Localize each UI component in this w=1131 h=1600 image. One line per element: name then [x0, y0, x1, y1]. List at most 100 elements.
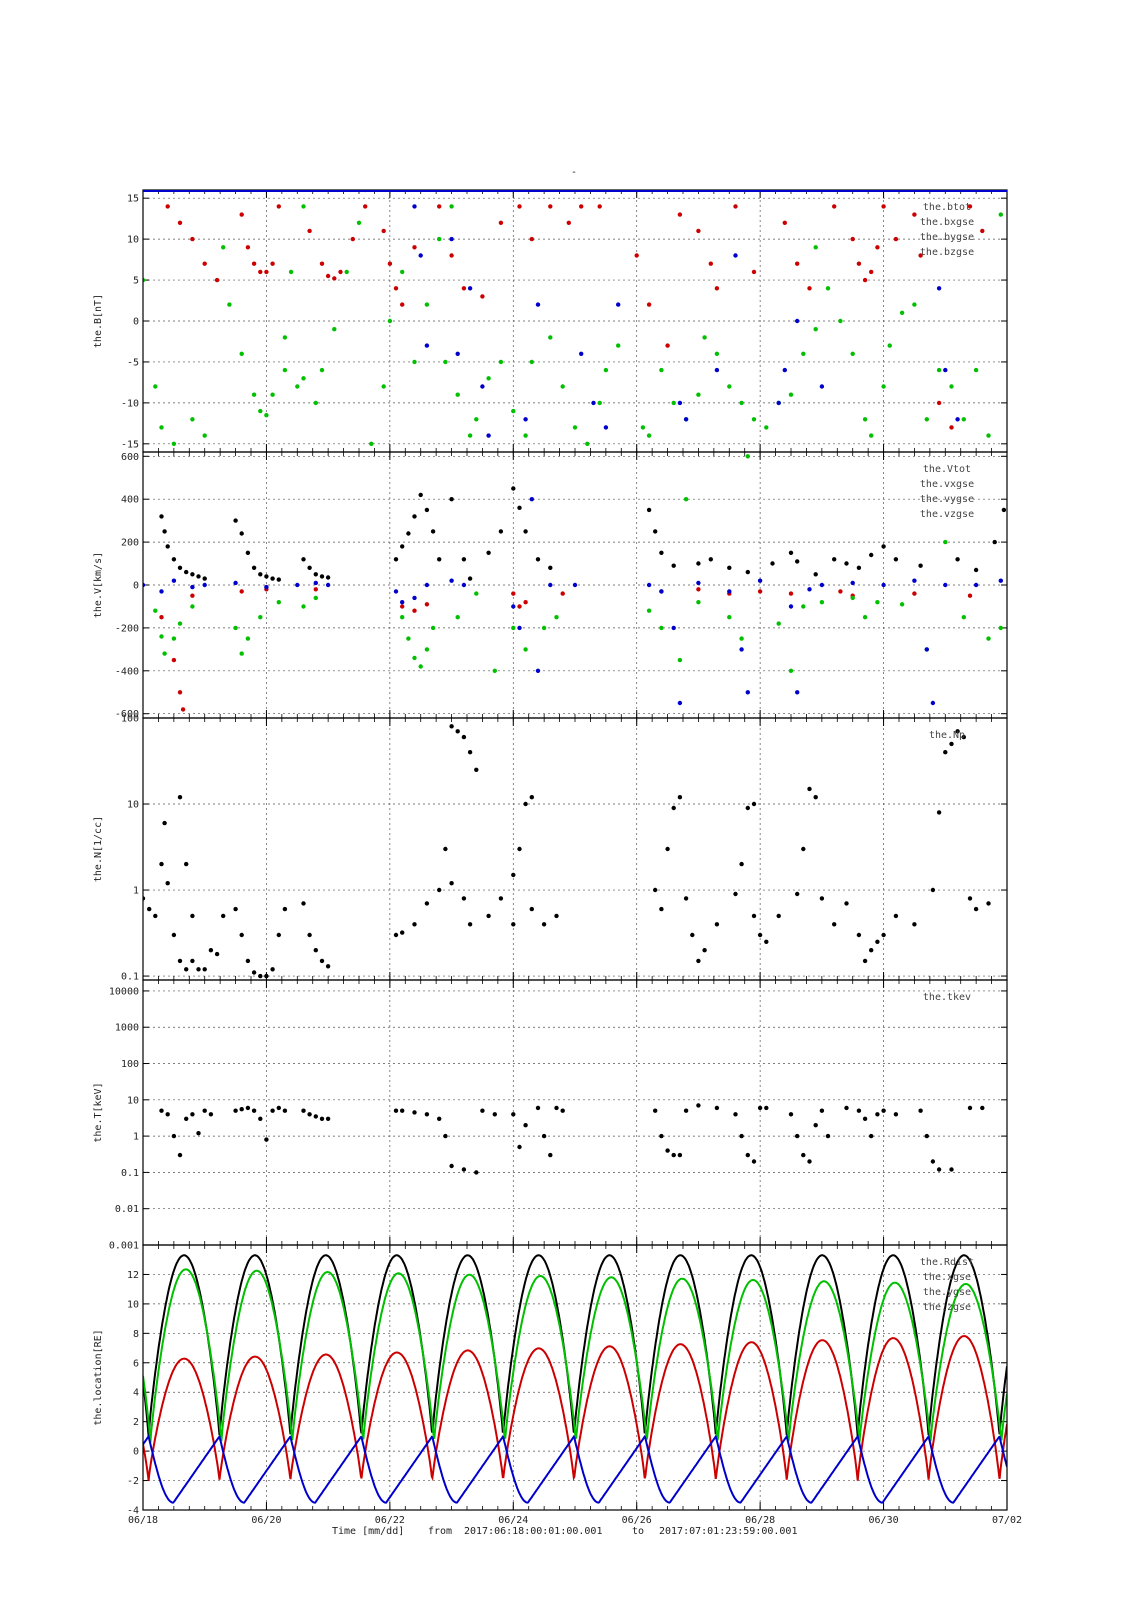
- data-point-the-vzgse: [264, 584, 269, 590]
- data-point-the-vzgse: [727, 589, 732, 594]
- data-point-the-Vtot: [795, 559, 800, 564]
- data-point-the-Vtot: [511, 486, 516, 491]
- plot-title: -: [571, 167, 577, 178]
- ytick-label: 100: [121, 1059, 139, 1070]
- data-point-the-Vtot: [430, 529, 436, 534]
- data-point-the-Vtot: [467, 576, 473, 581]
- data-point-the-Vtot: [955, 557, 960, 562]
- data-point-the-Vtot: [270, 576, 275, 581]
- data-point-the-vxgse: [424, 602, 430, 607]
- data-point-the-bygse: [443, 359, 448, 365]
- data-point-the-Np: [251, 970, 257, 975]
- range-prefix: from: [428, 1526, 452, 1537]
- xtick-label: 07/02: [992, 1515, 1022, 1526]
- data-point-the-bxgse: [251, 261, 257, 266]
- data-point-the-bxgse: [325, 273, 331, 279]
- data-point-the-vzgse: [943, 582, 948, 588]
- data-point-the-Vtot: [856, 565, 862, 570]
- data-point-the-vygse: [943, 539, 948, 545]
- data-point-the-bygse: [887, 343, 892, 348]
- data-point-the-vygse: [301, 604, 306, 609]
- data-point-the-bxgse: [733, 204, 738, 209]
- data-point-the-tkev: [733, 1112, 738, 1117]
- data-point-the-Np: [461, 734, 467, 740]
- ytick-label: 10: [127, 1095, 139, 1106]
- ytick-label: 0.001: [109, 1241, 139, 1252]
- xtick-label: 06/20: [251, 1515, 281, 1526]
- data-point-the-Np: [319, 958, 325, 964]
- data-point-the-vygse: [159, 634, 164, 639]
- panel-V: 600 400 200 0 -200 -400 -600 the.V[km/s] the.Vto…: [93, 451, 1008, 720]
- data-point-the-vygse: [418, 664, 423, 669]
- ytick-label: -600: [115, 709, 139, 720]
- data-point-the-bxgse: [634, 253, 639, 258]
- data-point-the-tkev: [683, 1108, 689, 1113]
- data-point-the-Np: [696, 958, 701, 964]
- ytick-label: 0.01: [115, 1204, 139, 1215]
- data-point-the-bygse: [474, 417, 479, 422]
- data-point-the-vxgse: [400, 604, 405, 609]
- data-point-the-Vtot: [245, 550, 251, 555]
- ytick-label: 15: [127, 194, 139, 205]
- data-point-the-Np: [881, 932, 886, 938]
- y-axis-label: the.T[keV]: [93, 1082, 104, 1142]
- data-point-the-bxgse: [980, 228, 985, 234]
- data-point-the-Np: [733, 891, 738, 897]
- data-point-the-bxgse: [480, 294, 485, 299]
- data-point-the-Vtot: [535, 557, 541, 562]
- data-point-the-Np: [745, 805, 750, 811]
- data-point-the-bygse: [511, 408, 516, 414]
- data-point-the-Np: [776, 913, 781, 919]
- data-point-the-bxgse: [677, 212, 683, 217]
- data-point-the-tkev: [844, 1105, 849, 1111]
- data-point-the-vzgse: [677, 700, 683, 706]
- data-point-the-bygse: [282, 335, 288, 340]
- data-point-the-vygse: [474, 591, 479, 596]
- ytick-label: 10: [127, 800, 139, 811]
- data-point-the-Vtot: [770, 561, 775, 566]
- data-point-the-Vtot: [251, 565, 257, 570]
- data-point-the-vzgse: [400, 600, 405, 605]
- data-point-the-Np: [449, 724, 454, 729]
- data-point-the-tkev: [924, 1133, 929, 1139]
- data-point-the-bxgse: [869, 269, 874, 275]
- data-point-the-Vtot: [393, 557, 399, 562]
- data-point-the-tkev: [819, 1108, 825, 1113]
- data-point-the-Vtot: [276, 577, 281, 582]
- data-point-the-bygse: [455, 392, 460, 397]
- data-point-the-Np: [165, 881, 170, 886]
- data-point-the-bygse: [825, 286, 831, 291]
- ytick-label: 10: [127, 1299, 139, 1310]
- data-point-the-bzgse: [936, 286, 942, 291]
- data-point-the-Np: [665, 846, 670, 852]
- data-point-the-bygse: [961, 417, 966, 422]
- data-point-the-vxgse: [412, 608, 417, 613]
- data-point-the-tkev: [869, 1133, 874, 1139]
- data-point-the-bygse: [319, 367, 325, 373]
- data-point-the-Vtot: [313, 572, 318, 577]
- data-point-the-Vtot: [548, 565, 553, 570]
- data-point-the-vzgse: [449, 578, 454, 583]
- ytick-label: 5: [133, 276, 139, 287]
- data-point-the-Vtot: [171, 557, 177, 562]
- data-point-the-tkev: [862, 1116, 868, 1122]
- data-point-the-bygse: [801, 351, 806, 356]
- data-point-the-bygse: [788, 392, 794, 397]
- data-point-the-tkev: [400, 1108, 405, 1113]
- data-point-the-bxgse: [400, 302, 405, 307]
- data-point-the-vzgse: [973, 582, 979, 588]
- data-point-the-Np: [184, 861, 189, 867]
- data-point-the-tkev: [548, 1152, 553, 1158]
- legend-entry: the.vxgse: [920, 479, 974, 490]
- data-point-the-Np: [677, 795, 683, 800]
- data-point-the-vzgse: [998, 578, 1003, 583]
- data-point-the-Np: [671, 805, 676, 811]
- data-point-the-Np: [659, 906, 664, 912]
- y-axis-label: the.V[km/s]: [93, 552, 104, 618]
- data-point-the-Vtot: [523, 529, 528, 534]
- data-point-the-Vtot: [307, 565, 312, 570]
- data-point-the-vzgse: [572, 582, 578, 588]
- legend-entry: the.zgse: [923, 1302, 971, 1313]
- series-group: [143, 1254, 1007, 1504]
